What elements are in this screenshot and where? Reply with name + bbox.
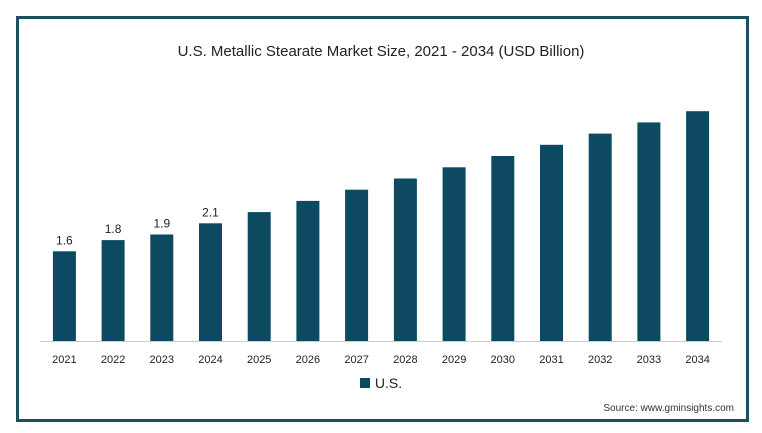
- chart-frame: [16, 16, 749, 422]
- x-tick-label-2033: 2033: [637, 354, 661, 366]
- x-tick-label-2024: 2024: [198, 354, 222, 366]
- bar-2032: [588, 133, 612, 341]
- source-note: Source: www.gminsights.com: [603, 403, 734, 414]
- legend-swatch: [359, 378, 370, 389]
- x-tick-label-2023: 2023: [150, 354, 174, 366]
- legend-label: U.S.: [374, 375, 403, 391]
- x-tick-label-2026: 2026: [296, 354, 320, 366]
- x-tick-label-2027: 2027: [344, 354, 368, 366]
- data-label-2022: 1.8: [105, 222, 122, 236]
- x-tick-label-2030: 2030: [491, 354, 515, 366]
- x-tick-label-2025: 2025: [247, 354, 271, 366]
- bar-2024: [199, 223, 222, 341]
- bar-2028: [393, 178, 417, 341]
- data-label-2021: 1.6: [56, 233, 73, 247]
- bar-2025: [247, 212, 271, 341]
- bar-2033: [637, 122, 661, 342]
- bar-2029: [442, 167, 466, 341]
- x-tick-label-2034: 2034: [685, 354, 709, 366]
- bar-2022: [101, 240, 125, 341]
- x-tick-label-2031: 2031: [539, 354, 563, 366]
- x-tick-label-2022: 2022: [101, 354, 125, 366]
- bar-2031: [540, 144, 563, 341]
- x-tick-label-2021: 2021: [52, 354, 76, 366]
- chart-title: U.S. Metallic Stearate Market Size, 2021…: [177, 43, 585, 60]
- x-tick-label-2029: 2029: [442, 354, 466, 366]
- bar-2026: [296, 200, 320, 341]
- bar-2034: [686, 111, 710, 341]
- data-label-2024: 2.1: [202, 205, 219, 219]
- bar-2030: [491, 156, 515, 341]
- legend: U.S.: [0, 375, 762, 391]
- x-tick-label-2032: 2032: [588, 354, 612, 366]
- data-label-2023: 1.9: [153, 217, 170, 231]
- bar-2021: [52, 251, 76, 341]
- x-tick-label-2028: 2028: [393, 354, 417, 366]
- bar-2027: [345, 189, 369, 341]
- bar-2023: [150, 234, 174, 341]
